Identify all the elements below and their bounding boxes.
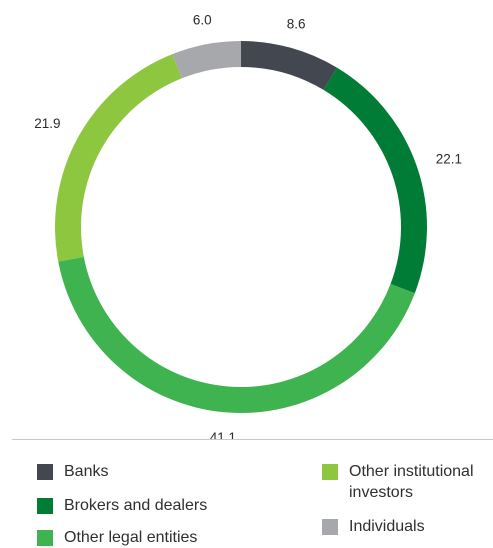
slice-brokers-and-dealers (323, 67, 428, 294)
legend-swatch-other-institutional-investors (322, 464, 338, 480)
slice-other-institutional-investors (55, 54, 182, 262)
legend-swatch-banks (37, 464, 53, 480)
donut-chart-plot: 8.6 22.1 41.1 21.9 6.0 (34, 13, 462, 440)
data-label-individuals: 6.0 (193, 13, 212, 28)
legend-item-other-legal-entities: Other legal entities (37, 527, 197, 548)
legend-item-banks: Banks (37, 461, 108, 482)
legend-divider (12, 439, 493, 440)
legend-swatch-other-legal-entities (37, 530, 53, 546)
legend-label-individuals: Individuals (349, 518, 425, 535)
legend-label-other-institutional-investors: Other institutional investors (349, 463, 474, 501)
legend-swatch-brokers-and-dealers (37, 498, 53, 514)
legend-swatch-individuals (322, 519, 338, 535)
legend-label-banks: Banks (64, 463, 109, 480)
slice-other-legal-entities (58, 256, 415, 414)
data-label-banks: 8.6 (287, 17, 306, 32)
legend-item-brokers-and-dealers: Brokers and dealers (37, 495, 207, 516)
legend-label-other-legal-entities: Other legal entities (64, 529, 198, 546)
legend-label-brokers-and-dealers: Brokers and dealers (64, 497, 208, 514)
slice-individuals (172, 41, 241, 79)
legend-item-individuals: Individuals (322, 516, 425, 537)
donut-slices (55, 41, 428, 414)
data-label-other-institutional-investors: 21.9 (34, 116, 60, 131)
legend-item-other-institutional-investors: Other institutional investors (322, 461, 474, 503)
slice-banks (241, 41, 337, 90)
data-label-brokers-and-dealers: 22.1 (436, 151, 462, 166)
data-label-other-legal-entities: 41.1 (210, 430, 236, 440)
data-labels: 8.6 22.1 41.1 21.9 6.0 (34, 13, 462, 440)
